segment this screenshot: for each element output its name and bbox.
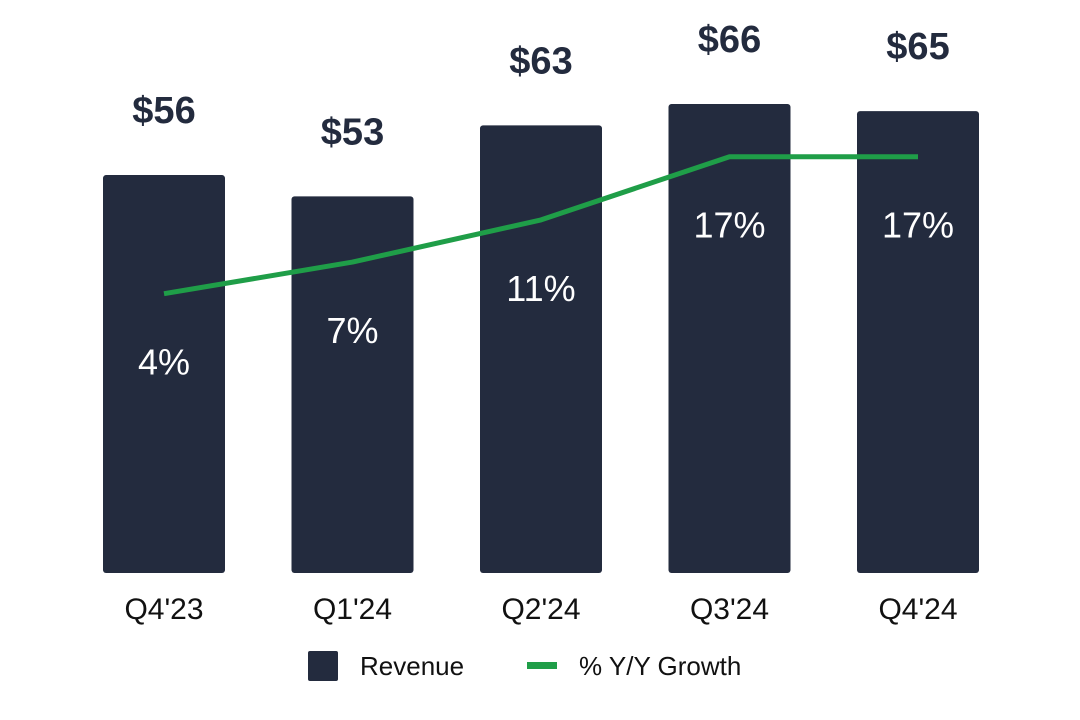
x-tick-label: Q3'24 [690, 593, 769, 626]
labels-layer: $56 4% $53 7% $63 11% $66 17% $65 17% [132, 19, 954, 383]
x-tick-label: Q4'23 [124, 593, 203, 626]
revenue-bar [291, 196, 414, 573]
legend-swatch-revenue [308, 651, 338, 681]
growth-value-label: 11% [506, 268, 575, 309]
growth-line-layer [163, 154, 918, 297]
growth-value-label: 17% [693, 205, 765, 246]
revenue-bar [103, 175, 225, 573]
x-tick-label: Q4'24 [878, 593, 957, 626]
revenue-bar [668, 104, 791, 573]
growth-line [163, 154, 918, 297]
growth-value-label: 17% [882, 205, 954, 246]
legend-label-revenue: Revenue [360, 651, 464, 681]
revenue-bar [857, 111, 979, 573]
legend: Revenue % Y/Y Growth [308, 651, 741, 681]
bars-layer [103, 104, 979, 574]
legend-label-growth: % Y/Y Growth [579, 651, 741, 681]
x-tick-label: Q1'24 [313, 593, 392, 626]
revenue-value-label: $66 [698, 19, 761, 61]
revenue-value-label: $63 [509, 40, 572, 82]
revenue-bar [480, 125, 602, 574]
growth-value-label: 4% [138, 342, 190, 383]
revenue-value-label: $65 [886, 26, 949, 68]
x-axis-ticks: Q4'23 Q1'24 Q2'24 Q3'24 Q4'24 [124, 593, 957, 626]
legend-swatch-growth [527, 662, 557, 669]
growth-value-label: 7% [326, 310, 378, 351]
revenue-value-label: $53 [321, 111, 384, 153]
x-tick-label: Q2'24 [501, 593, 580, 626]
revenue-value-label: $56 [132, 90, 195, 132]
